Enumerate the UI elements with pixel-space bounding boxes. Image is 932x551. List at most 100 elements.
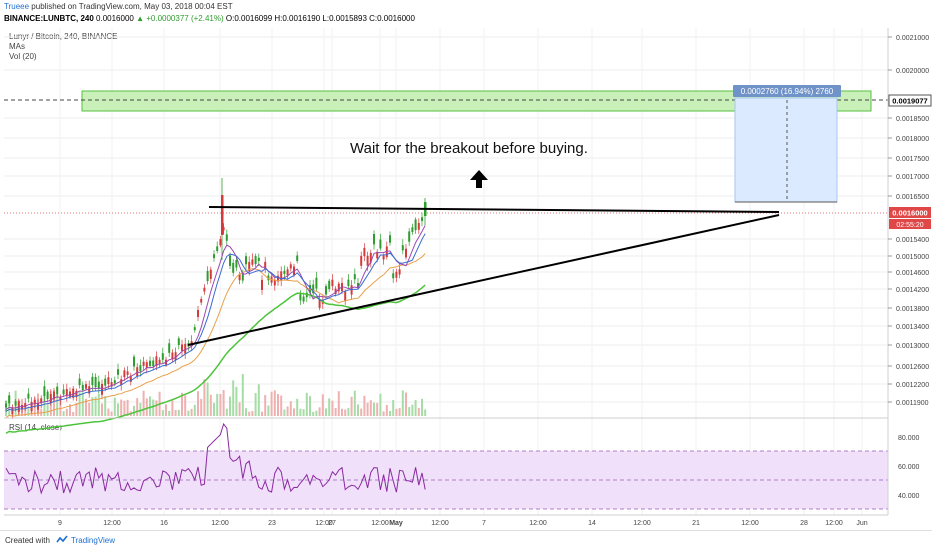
volume-bar — [398, 408, 401, 416]
rsi-axis[interactable]: 80.000 60.000 40.000 — [898, 435, 920, 500]
candle-body — [225, 234, 228, 241]
volume-bar — [408, 407, 411, 416]
volume-bar — [315, 410, 318, 416]
volume-bar — [401, 390, 404, 416]
volume-bar — [161, 410, 164, 416]
volume-bar — [379, 393, 382, 416]
volume-bar — [177, 409, 180, 416]
volume-bar — [139, 402, 142, 416]
rsi-tick-label: 60.000 — [898, 464, 920, 471]
volume-bar — [267, 405, 270, 416]
volume-bar — [213, 403, 215, 416]
candle-body — [414, 219, 417, 231]
volume-bar — [78, 391, 81, 416]
volume-bar — [283, 409, 286, 416]
volume-bar — [350, 396, 353, 416]
green-zone-price-label: 0.0019077 — [892, 97, 927, 106]
volume-bar — [353, 390, 356, 416]
time-tick-label: 16 — [160, 520, 168, 527]
candle-body — [152, 360, 155, 367]
price-axis[interactable]: 0.0021000 0.0020000 0.0018500 0.0018000 0.00… — [888, 35, 929, 407]
publish-date: published on TradingView.com, May 03, 20… — [31, 2, 233, 11]
time-tick-label: 12:00 — [211, 520, 229, 527]
volume-bar — [209, 394, 212, 416]
volume-bar — [181, 392, 183, 416]
volume-bar — [312, 411, 315, 416]
candle-body — [177, 338, 180, 346]
chart-canvas[interactable]: 0.0002760 (16.94%) 2760 0.0021000 0.00200… — [0, 0, 932, 530]
candle-body — [344, 291, 347, 302]
time-axis[interactable]: 9 12:00 16 12:00 23 12:0027 12:00 May 12:00 7 12:0… — [58, 520, 868, 527]
volume-bar — [81, 392, 84, 416]
candle-body — [357, 282, 359, 288]
footer: Created with TradingView — [0, 530, 932, 551]
candle-body — [232, 262, 235, 273]
volume-bar — [382, 411, 385, 416]
time-tick-label: 27 — [328, 520, 336, 527]
candle-body — [408, 231, 411, 242]
candle-body — [200, 298, 203, 303]
price-tick-label: 0.0012600 — [896, 364, 929, 371]
candle-body — [75, 390, 78, 398]
volume-bar — [273, 390, 276, 416]
time-tick-label: 12:00 — [371, 520, 389, 527]
volume-bar — [165, 404, 167, 416]
price-tick-label: 0.0021000 — [896, 35, 929, 42]
volume-bar — [286, 406, 289, 416]
volume-bar — [360, 408, 363, 416]
candle-body — [366, 255, 369, 266]
volume-bar — [200, 398, 203, 416]
volume-bar — [245, 408, 247, 416]
author-link[interactable]: Trueee — [4, 2, 30, 11]
green-zone-price-label-box — [888, 94, 932, 107]
volume-bar — [299, 408, 302, 416]
legend-mas[interactable]: MAs — [9, 42, 25, 51]
annotation-text[interactable]: Wait for the breakout before buying. — [350, 140, 588, 157]
candle-body — [81, 384, 84, 391]
candle-body — [421, 217, 423, 221]
candle-body — [280, 271, 283, 281]
volume-bar — [344, 409, 347, 416]
candle-body — [254, 256, 257, 264]
up-arrow-icon[interactable] — [468, 168, 490, 194]
volume-bar — [110, 411, 113, 416]
candle-body — [229, 255, 231, 266]
volume-bar — [251, 411, 254, 416]
candle-body — [123, 370, 126, 378]
support-trendline[interactable] — [187, 214, 780, 346]
measure-label-box — [733, 85, 841, 97]
candle-body — [56, 386, 59, 395]
footer-brand[interactable]: TradingView — [71, 536, 116, 545]
volume-bar — [424, 409, 427, 416]
time-tick-label: 12:00 — [315, 520, 333, 527]
candle-body — [193, 327, 196, 331]
legend-rsi[interactable]: RSI (14, close) — [9, 423, 62, 432]
resistance-trendline[interactable] — [208, 206, 780, 213]
volume-bar — [232, 380, 235, 416]
last-price-label: 0.0016000 — [892, 209, 927, 218]
candle-body — [161, 353, 164, 360]
time-tick-label: 12:00 — [529, 520, 547, 527]
time-tick-label: 12:00 — [741, 520, 759, 527]
candle-body — [107, 377, 110, 384]
time-tick-label: 14 — [588, 520, 596, 527]
ma-blue-line — [5, 233, 426, 412]
volume-bar — [120, 399, 123, 416]
time-tick-label: May — [389, 520, 403, 527]
candle-body — [312, 284, 315, 294]
candle-body — [49, 394, 52, 403]
candle-body — [245, 256, 247, 265]
candle-body — [261, 279, 263, 290]
measure-box[interactable] — [734, 97, 838, 203]
candle-body — [376, 251, 379, 259]
candle-body — [65, 388, 68, 397]
volume-bar — [65, 408, 68, 416]
legend-vol[interactable]: Vol (20) — [9, 52, 37, 61]
price-tick-label: 0.0018000 — [896, 136, 929, 143]
target-zone[interactable] — [81, 90, 872, 112]
candle-body — [267, 275, 270, 281]
candle-body — [113, 380, 116, 384]
candle-body — [14, 401, 17, 406]
price-tick-label: 0.0017500 — [896, 156, 929, 163]
price-tick-label: 0.0020000 — [896, 68, 929, 75]
